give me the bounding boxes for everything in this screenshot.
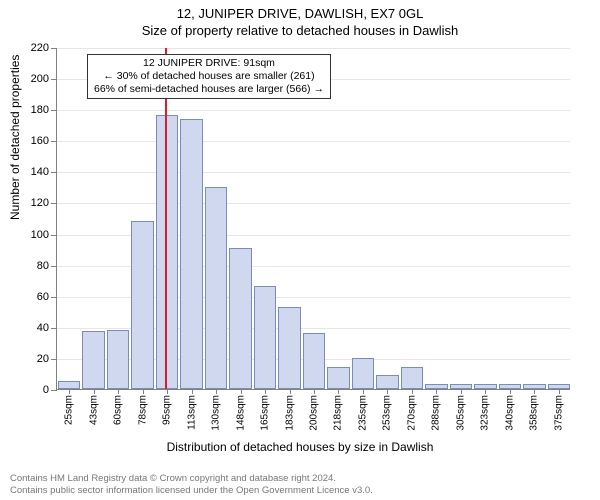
y-tick-label: 20 — [37, 353, 49, 365]
x-tick — [363, 389, 364, 394]
y-tick-label: 0 — [43, 384, 49, 396]
x-tick — [265, 389, 266, 394]
y-tick-label: 100 — [31, 229, 49, 241]
x-tick — [216, 389, 217, 394]
x-axis-label: Distribution of detached houses by size … — [0, 440, 600, 454]
x-tick — [461, 389, 462, 394]
y-tick-label: 180 — [31, 104, 49, 116]
y-tick — [51, 141, 57, 142]
y-tick-label: 140 — [31, 166, 49, 178]
x-tick — [338, 389, 339, 394]
x-tick — [118, 389, 119, 394]
page-title: 12, JUNIPER DRIVE, DAWLISH, EX7 0GL — [0, 0, 600, 21]
annotation-line-3: 66% of semi-detached houses are larger (… — [94, 83, 324, 96]
x-tick-label: 218sqm — [333, 395, 344, 431]
x-tick — [192, 389, 193, 394]
x-tick-label: 270sqm — [406, 395, 417, 431]
y-tick — [51, 359, 57, 360]
y-tick — [51, 48, 57, 49]
y-tick — [51, 79, 57, 80]
x-tick — [167, 389, 168, 394]
x-tick — [510, 389, 511, 394]
attribution-text: Contains HM Land Registry data © Crown c… — [10, 473, 373, 496]
x-tick-label: 43sqm — [88, 395, 99, 425]
histogram-bar — [229, 248, 252, 389]
x-tick-label: 288sqm — [431, 395, 442, 431]
x-tick-label: 183sqm — [284, 395, 295, 431]
x-tick — [290, 389, 291, 394]
x-tick-label: 305sqm — [455, 395, 466, 431]
x-tick-label: 95sqm — [162, 395, 173, 425]
y-tick-label: 200 — [31, 73, 49, 85]
x-tick — [485, 389, 486, 394]
y-tick-label: 160 — [31, 135, 49, 147]
histogram-bar — [278, 307, 301, 389]
x-tick — [412, 389, 413, 394]
gridline — [57, 172, 570, 173]
y-tick — [51, 110, 57, 111]
y-tick-label: 120 — [31, 197, 49, 209]
x-tick-label: 323sqm — [480, 395, 491, 431]
x-tick-label: 375sqm — [553, 395, 564, 431]
x-tick — [69, 389, 70, 394]
x-tick-label: 148sqm — [235, 395, 246, 431]
x-tick — [387, 389, 388, 394]
annotation-box: 12 JUNIPER DRIVE: 91sqm← 30% of detached… — [87, 54, 331, 99]
y-tick-label: 220 — [31, 42, 49, 54]
x-tick — [241, 389, 242, 394]
x-tick-label: 200sqm — [309, 395, 320, 431]
histogram-bar — [107, 330, 130, 389]
y-tick — [51, 235, 57, 236]
histogram-bar — [254, 286, 277, 389]
histogram-bar — [303, 333, 326, 389]
x-tick — [94, 389, 95, 394]
histogram-bar — [352, 358, 375, 389]
histogram-bar — [327, 367, 350, 389]
y-tick — [51, 266, 57, 267]
x-tick-label: 235sqm — [357, 395, 368, 431]
y-tick — [51, 203, 57, 204]
attribution-line-2: Contains public sector information licen… — [10, 485, 373, 496]
x-tick-label: 25sqm — [64, 395, 75, 425]
y-axis-label: Number of detached properties — [8, 55, 22, 220]
histogram-bar — [131, 221, 154, 389]
x-tick-label: 165sqm — [260, 395, 271, 431]
histogram-bar — [156, 115, 179, 389]
annotation-line-1: 12 JUNIPER DRIVE: 91sqm — [94, 57, 324, 70]
x-tick-label: 113sqm — [186, 395, 197, 430]
y-tick — [51, 297, 57, 298]
annotation-line-2: ← 30% of detached houses are smaller (26… — [94, 70, 324, 83]
attribution-line-1: Contains HM Land Registry data © Crown c… — [10, 473, 373, 484]
page-subtitle: Size of property relative to detached ho… — [0, 21, 600, 38]
gridline — [57, 203, 570, 204]
y-tick — [51, 172, 57, 173]
y-tick-label: 60 — [37, 291, 49, 303]
x-tick — [436, 389, 437, 394]
gridline — [57, 110, 570, 111]
x-tick — [143, 389, 144, 394]
histogram-bar — [180, 119, 203, 389]
histogram-bar — [82, 331, 105, 389]
gridline — [57, 48, 570, 49]
y-tick — [51, 390, 57, 391]
histogram-bar — [401, 367, 424, 389]
gridline — [57, 141, 570, 142]
histogram-bar — [376, 375, 399, 389]
x-tick-label: 358sqm — [529, 395, 540, 431]
x-tick-label: 253sqm — [382, 395, 393, 431]
x-tick — [559, 389, 560, 394]
x-tick — [534, 389, 535, 394]
x-tick-label: 60sqm — [113, 395, 124, 425]
histogram-bar — [205, 187, 228, 389]
x-tick-label: 78sqm — [137, 395, 148, 425]
y-tick-label: 40 — [37, 322, 49, 334]
plot-area: 02040608010012014016018020022025sqm43sqm… — [56, 48, 570, 390]
y-tick — [51, 328, 57, 329]
histogram-chart: 02040608010012014016018020022025sqm43sqm… — [56, 48, 570, 390]
y-tick-label: 80 — [37, 260, 49, 272]
x-tick — [314, 389, 315, 394]
histogram-bar — [58, 381, 81, 389]
x-tick-label: 340sqm — [504, 395, 515, 431]
x-tick-label: 130sqm — [211, 395, 222, 431]
